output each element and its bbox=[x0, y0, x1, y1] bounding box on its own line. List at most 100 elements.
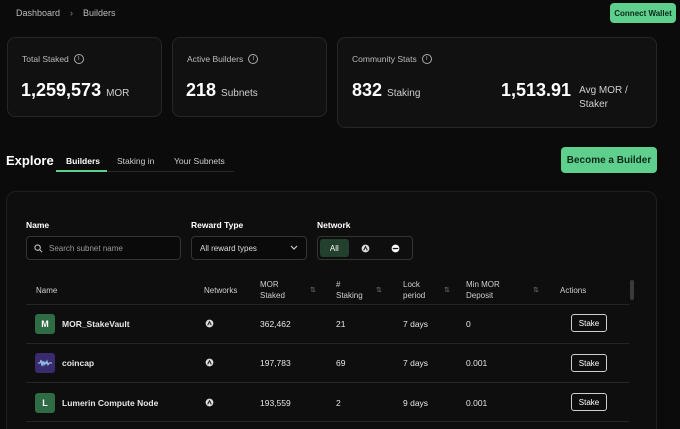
breadcrumb-builders: Builders bbox=[83, 8, 116, 18]
lock-period-cell: 9 days bbox=[403, 398, 429, 408]
total-staked-value: 1,259,573 bbox=[21, 80, 102, 100]
col-mor-staked-line1: MOR bbox=[260, 280, 279, 289]
col-min-deposit[interactable]: Min MOR Deposit bbox=[466, 279, 500, 301]
network-label: Network bbox=[317, 220, 351, 230]
arbitrum-icon bbox=[205, 319, 214, 328]
stake-button[interactable]: Stake bbox=[571, 393, 607, 411]
col-mor-staked[interactable]: MOR Staked bbox=[260, 279, 285, 301]
sort-icon[interactable]: ⇅ bbox=[444, 287, 450, 294]
col-staking[interactable]: # Staking bbox=[336, 279, 363, 301]
name-filter-label: Name bbox=[26, 220, 50, 230]
avg-mor-unit-line2: Staker bbox=[579, 99, 608, 110]
search-input[interactable] bbox=[49, 243, 169, 253]
lock-period-cell: 7 days bbox=[403, 358, 429, 368]
avg-mor-group: 1,513.91 Avg MOR / Staker bbox=[501, 80, 628, 112]
tab-builders[interactable]: Builders bbox=[66, 156, 101, 166]
community-stats-label: Community Stats bbox=[352, 54, 417, 64]
min-deposit-cell: 0 bbox=[466, 319, 471, 329]
divider bbox=[26, 304, 629, 305]
active-builders-value-group: 218 Subnets bbox=[186, 80, 258, 101]
subnet-avatar bbox=[35, 353, 55, 373]
lock-period-cell: 7 days bbox=[403, 319, 429, 329]
divider bbox=[26, 382, 629, 383]
base-icon bbox=[391, 244, 400, 252]
avg-mor-value: 1,513.91 bbox=[501, 80, 572, 100]
subnet-avatar: M bbox=[35, 314, 55, 334]
network-all-button[interactable]: All bbox=[320, 239, 349, 257]
reward-type-select[interactable]: All reward types bbox=[191, 236, 307, 260]
total-staked-label: Total Staked bbox=[22, 54, 69, 64]
tabs-divider bbox=[56, 171, 234, 172]
connect-wallet-button[interactable]: Connect Wallet bbox=[610, 3, 676, 23]
staking-count-group: 832 Staking bbox=[352, 80, 420, 101]
col-networks: Networks bbox=[204, 286, 238, 295]
network-arbitrum-button[interactable] bbox=[351, 239, 380, 257]
stake-button[interactable]: Stake bbox=[571, 314, 607, 332]
active-builders-unit: Subnets bbox=[221, 88, 258, 99]
info-icon[interactable]: i bbox=[421, 54, 432, 64]
mor-staked-cell: 197,783 bbox=[260, 358, 291, 368]
tab-staking-in[interactable]: Staking in bbox=[117, 156, 155, 166]
col-staking-line1: # bbox=[336, 280, 341, 289]
total-staked-label-group: Total Staked i bbox=[22, 54, 84, 64]
avg-mor-unit-line1: Avg MOR / bbox=[579, 85, 628, 96]
community-stats-card: Community Stats i 832 Staking 1,513.91 A… bbox=[337, 37, 657, 128]
active-builders-value: 218 bbox=[186, 80, 217, 100]
col-min-line1: Min MOR bbox=[466, 280, 500, 289]
col-lock-line2: period bbox=[403, 291, 426, 300]
subnet-name[interactable]: Lumerin Compute Node bbox=[62, 398, 159, 408]
divider bbox=[26, 343, 629, 344]
reward-type-value: All reward types bbox=[200, 243, 257, 253]
staking-count-cell: 21 bbox=[336, 319, 346, 329]
chevron-down-icon bbox=[290, 245, 298, 250]
total-staked-unit: MOR bbox=[106, 88, 130, 99]
subnet-avatar: L bbox=[35, 393, 55, 413]
sort-icon[interactable]: ⇅ bbox=[376, 287, 382, 294]
col-staking-line2: Staking bbox=[336, 291, 363, 300]
staking-count-value: 832 bbox=[352, 80, 383, 100]
community-stats-label-group: Community Stats i bbox=[352, 54, 432, 64]
subnet-name[interactable]: MOR_StakeVault bbox=[62, 319, 130, 329]
staking-count-unit: Staking bbox=[387, 88, 421, 99]
tab-your-subnets[interactable]: Your Subnets bbox=[174, 156, 225, 166]
coincap-logo-icon bbox=[38, 359, 52, 367]
col-lock-period[interactable]: Lock period bbox=[403, 279, 425, 301]
avg-mor-unit: Avg MOR / Staker bbox=[579, 84, 628, 112]
mor-staked-cell: 362,462 bbox=[260, 319, 291, 329]
col-lock-line1: Lock bbox=[403, 280, 420, 289]
total-staked-card: Total Staked i 1,259,573 MOR bbox=[7, 37, 162, 117]
active-builders-label: Active Builders bbox=[187, 54, 244, 64]
network-toggle-group: All bbox=[317, 236, 413, 260]
become-builder-button[interactable]: Become a Builder bbox=[561, 147, 657, 173]
search-icon bbox=[34, 243, 43, 252]
builders-panel bbox=[6, 191, 657, 429]
explore-title: Explore bbox=[6, 153, 54, 168]
col-mor-staked-line2: Staked bbox=[260, 291, 285, 300]
arbitrum-icon bbox=[361, 244, 369, 252]
sort-icon[interactable]: ⇅ bbox=[310, 287, 316, 294]
network-base-button[interactable] bbox=[381, 239, 410, 257]
arbitrum-icon bbox=[205, 358, 214, 367]
col-actions: Actions bbox=[560, 286, 587, 295]
staking-count-cell: 2 bbox=[336, 398, 341, 408]
stake-button[interactable]: Stake bbox=[571, 354, 607, 372]
total-staked-value-group: 1,259,573 MOR bbox=[21, 80, 129, 101]
breadcrumb: Dashboard › Builders bbox=[16, 8, 116, 18]
sort-icon[interactable]: ⇅ bbox=[533, 287, 539, 294]
col-min-line2: Deposit bbox=[466, 291, 494, 300]
reward-type-label: Reward Type bbox=[191, 220, 244, 230]
col-name[interactable]: Name bbox=[36, 286, 58, 295]
active-builders-card: Active Builders i 218 Subnets bbox=[172, 37, 327, 117]
min-deposit-cell: 0.001 bbox=[466, 358, 488, 368]
subnet-name[interactable]: coincap bbox=[62, 358, 95, 368]
info-icon[interactable]: i bbox=[73, 54, 84, 64]
info-icon[interactable]: i bbox=[248, 54, 259, 64]
active-tab-indicator bbox=[56, 170, 107, 172]
breadcrumb-dashboard[interactable]: Dashboard bbox=[16, 8, 61, 18]
breadcrumb-separator: › bbox=[70, 8, 74, 18]
divider bbox=[26, 421, 629, 422]
table-scrollbar[interactable] bbox=[630, 280, 634, 300]
mor-staked-cell: 193,559 bbox=[260, 398, 291, 408]
arbitrum-icon bbox=[205, 398, 214, 407]
staking-count-cell: 69 bbox=[336, 358, 346, 368]
